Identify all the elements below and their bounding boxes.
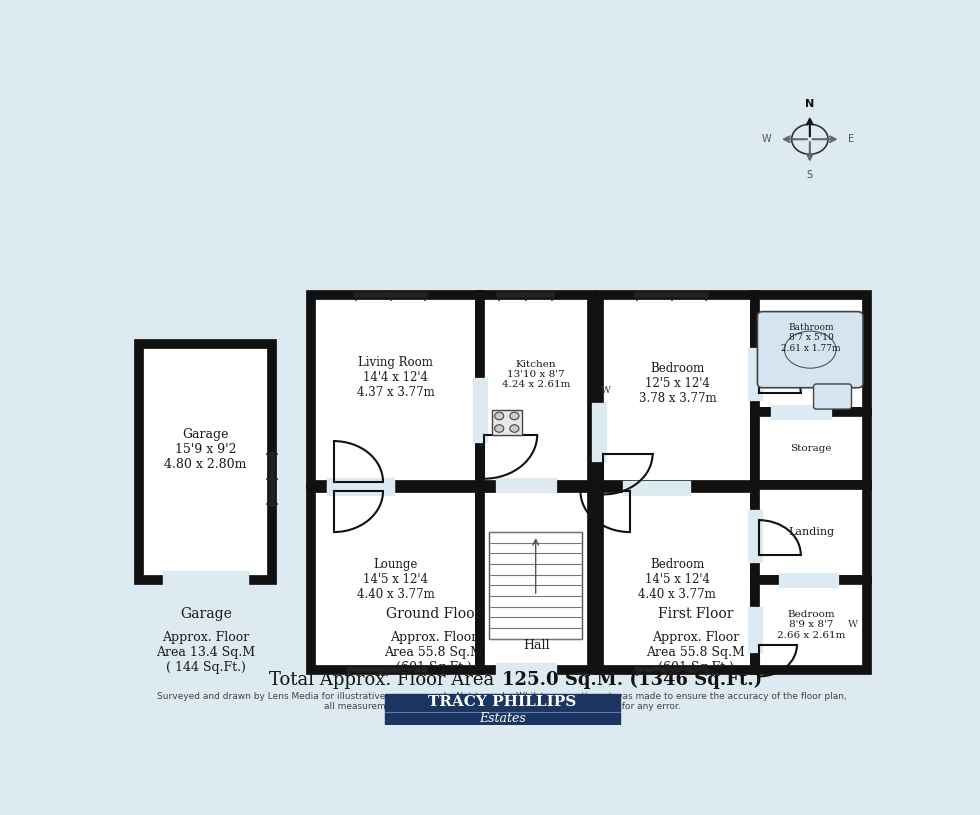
Text: TRACY PHILLIPS: TRACY PHILLIPS	[428, 695, 576, 709]
Text: W: W	[602, 385, 612, 394]
Text: S: S	[807, 170, 813, 179]
FancyBboxPatch shape	[813, 384, 852, 409]
FancyBboxPatch shape	[384, 694, 620, 724]
Text: Bedroom
14'5 x 12'4
4.40 x 3.77m: Bedroom 14'5 x 12'4 4.40 x 3.77m	[638, 557, 716, 601]
Text: Bathroom
8'7 x 5'10
2.61 x 1.77m: Bathroom 8'7 x 5'10 2.61 x 1.77m	[781, 323, 841, 353]
Text: Ground Floor: Ground Floor	[386, 606, 481, 621]
Bar	[480, 488, 592, 670]
Bar	[311, 296, 480, 485]
Bar	[489, 532, 582, 639]
Text: Approx. Floor
Area 55.8 Sq.M
(601 Sq.Ft.): Approx. Floor Area 55.8 Sq.M (601 Sq.Ft.…	[384, 631, 483, 674]
Text: Bedroom
12'5 x 12'4
3.78 x 3.77m: Bedroom 12'5 x 12'4 3.78 x 3.77m	[639, 363, 716, 406]
Text: Landing: Landing	[788, 527, 834, 537]
Text: Total Approx. Floor Area: Total Approx. Floor Area	[269, 671, 500, 689]
Text: 125.0 Sq.M. (1346 Sq.Ft.): 125.0 Sq.M. (1346 Sq.Ft.)	[502, 671, 762, 689]
Bar	[756, 412, 867, 485]
Text: Kitchen
13'10 x 8'7
4.24 x 2.61m: Kitchen 13'10 x 8'7 4.24 x 2.61m	[502, 359, 570, 390]
Circle shape	[510, 425, 519, 432]
Text: Garage: Garage	[180, 606, 232, 621]
Bar	[480, 296, 592, 485]
Bar	[492, 410, 522, 434]
Text: Surveyed and drawn by Lens Media for illustrative purposes only. Not to scale. W: Surveyed and drawn by Lens Media for ill…	[158, 692, 847, 711]
Text: E: E	[849, 134, 855, 144]
Bar	[600, 296, 756, 485]
Bar	[756, 485, 867, 579]
Text: Garage
15'9 x 9'2
4.80 x 2.80m: Garage 15'9 x 9'2 4.80 x 2.80m	[165, 428, 247, 471]
Text: Lounge
14'5 x 12'4
4.40 x 3.77m: Lounge 14'5 x 12'4 4.40 x 3.77m	[357, 557, 434, 601]
Circle shape	[495, 412, 504, 420]
Circle shape	[495, 425, 504, 432]
FancyBboxPatch shape	[758, 311, 863, 388]
Circle shape	[510, 412, 519, 420]
Bar	[756, 296, 867, 412]
Bar	[139, 345, 272, 579]
Text: Approx. Floor
Area 13.4 Sq.M
( 144 Sq.Ft.): Approx. Floor Area 13.4 Sq.M ( 144 Sq.Ft…	[157, 631, 256, 674]
Text: First Floor: First Floor	[659, 606, 734, 621]
Text: N: N	[806, 99, 814, 109]
Text: Living Room
14'4 x 12'4
4.37 x 3.77m: Living Room 14'4 x 12'4 4.37 x 3.77m	[357, 356, 434, 399]
Text: Storage: Storage	[790, 444, 832, 453]
Text: W: W	[848, 620, 858, 629]
Bar	[756, 579, 867, 670]
Ellipse shape	[784, 331, 836, 368]
Text: Estates: Estates	[479, 712, 525, 725]
Bar	[600, 488, 756, 670]
Text: Bedroom
8'9 x 8'7
2.66 x 2.61m: Bedroom 8'9 x 8'7 2.66 x 2.61m	[777, 610, 845, 640]
Bar	[311, 488, 480, 670]
Text: W: W	[761, 134, 771, 144]
Text: Hall: Hall	[522, 638, 550, 651]
Text: Approx. Floor
Area 55.8 Sq.M
(601 Sq.Ft.): Approx. Floor Area 55.8 Sq.M (601 Sq.Ft.…	[647, 631, 746, 674]
